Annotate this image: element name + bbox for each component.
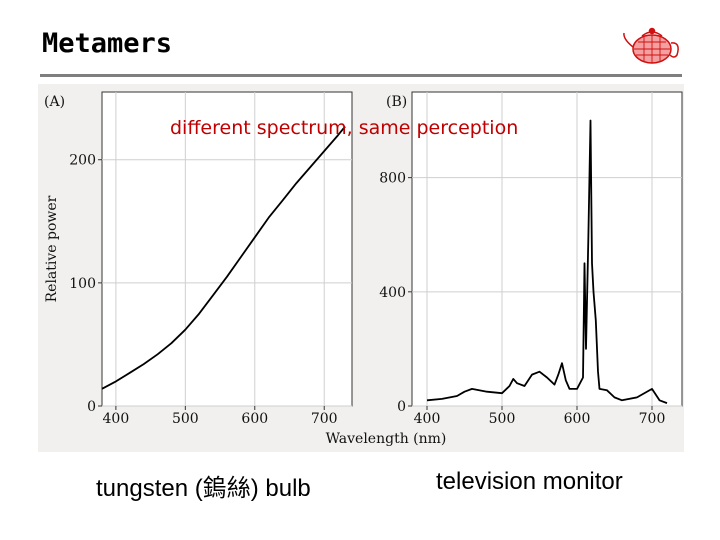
caption-television-monitor: television monitor	[436, 468, 623, 495]
x-tick-label-b: 600	[564, 411, 591, 427]
x-tick-label-b: 500	[489, 411, 516, 427]
y-tick-label-b: 0	[397, 399, 406, 415]
x-tick-label-b: 700	[639, 411, 666, 427]
data-line-b	[426, 119, 668, 404]
overlay-annotation: different spectrum, same perception	[170, 117, 519, 139]
y-tick-label-a: 100	[69, 276, 96, 292]
spectrum-charts: 400 500 600 700 0 100 200 (A) Relative power 400 5…	[44, 91, 683, 447]
wireframe-teapot-icon	[623, 27, 679, 64]
x-tick-label-a: 600	[241, 411, 268, 427]
slide-title: Metamers	[42, 28, 173, 59]
title-divider	[40, 74, 682, 77]
y-tick-label-a: 200	[69, 153, 96, 169]
caption-tungsten-bulb: tungsten (鎢絲) bulb	[96, 475, 311, 502]
plot-area-b	[411, 91, 683, 407]
x-tick-label-a: 400	[103, 411, 130, 427]
x-tick-label-a: 500	[172, 411, 199, 427]
panel-label-b: (B)	[386, 94, 407, 110]
y-tick-label-b: 400	[379, 285, 406, 301]
plot-area-a	[101, 91, 353, 407]
x-axis-label: Wavelength (nm)	[326, 431, 447, 447]
y-axis-label-a: Relative power	[44, 195, 60, 302]
spectrum-figure: 400 500 600 700 0 100 200 (A) Relative power 400 5…	[38, 84, 684, 452]
panel-label-a: (A)	[44, 94, 65, 110]
y-tick-label-b: 800	[379, 171, 406, 187]
y-tick-label-a: 0	[87, 399, 96, 415]
x-tick-label-a: 700	[311, 411, 338, 427]
x-tick-label-b: 400	[414, 411, 441, 427]
data-line-a	[101, 125, 346, 390]
